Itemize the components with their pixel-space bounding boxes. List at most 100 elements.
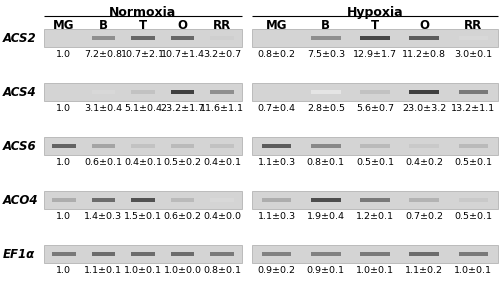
Bar (44, 191, 242, 209)
Text: 10.7±1.4: 10.7±1.4 (160, 50, 204, 59)
Bar (44, 137, 242, 155)
Text: 1.0±0.1: 1.0±0.1 (454, 266, 492, 275)
Bar (44, 245, 242, 263)
Bar (311, 36, 340, 40)
Text: 1.0±0.0: 1.0±0.0 (164, 266, 202, 275)
Bar (360, 36, 390, 40)
Text: 0.6±0.1: 0.6±0.1 (84, 158, 122, 167)
Bar (92, 90, 116, 94)
Text: Hypoxia: Hypoxia (346, 6, 404, 19)
Bar (410, 144, 439, 148)
Text: 0.7±0.4: 0.7±0.4 (258, 104, 296, 113)
Text: 1.1±0.1: 1.1±0.1 (84, 266, 122, 275)
Text: ACO4: ACO4 (3, 194, 38, 206)
Bar (360, 90, 390, 94)
Text: B: B (322, 19, 330, 32)
Bar (170, 252, 194, 256)
Bar (410, 252, 439, 256)
Bar (92, 252, 116, 256)
Bar (262, 252, 292, 256)
Text: 7.2±0.8: 7.2±0.8 (84, 50, 122, 59)
Text: 1.0±0.1: 1.0±0.1 (356, 266, 394, 275)
Bar (252, 191, 498, 209)
Bar (311, 144, 340, 148)
Bar (262, 198, 292, 202)
Text: 1.4±0.3: 1.4±0.3 (84, 212, 122, 221)
Bar (131, 144, 155, 148)
Text: RR: RR (213, 19, 232, 32)
Bar (44, 83, 242, 101)
Text: 0.5±0.2: 0.5±0.2 (164, 158, 202, 167)
Text: 0.9±0.1: 0.9±0.1 (307, 266, 345, 275)
Text: T: T (371, 19, 379, 32)
Bar (458, 252, 488, 256)
Text: 0.5±0.1: 0.5±0.1 (454, 158, 492, 167)
Bar (170, 90, 194, 94)
Text: ACS2: ACS2 (3, 31, 36, 45)
Text: 1.0±0.1: 1.0±0.1 (124, 266, 162, 275)
Bar (360, 144, 390, 148)
Text: 1.1±0.3: 1.1±0.3 (258, 158, 296, 167)
Bar (311, 198, 340, 202)
Bar (92, 36, 116, 40)
Text: 1.0: 1.0 (56, 50, 72, 59)
Bar (52, 252, 76, 256)
Bar (210, 90, 234, 94)
Bar (458, 90, 488, 94)
Bar (44, 29, 242, 47)
Text: ACS4: ACS4 (3, 86, 36, 99)
Text: O: O (419, 19, 429, 32)
Bar (131, 90, 155, 94)
Bar (92, 198, 116, 202)
Bar (52, 144, 76, 148)
Text: 0.8±0.1: 0.8±0.1 (203, 266, 241, 275)
Text: RR: RR (464, 19, 482, 32)
Text: 1.0: 1.0 (56, 266, 72, 275)
Text: 2.8±0.5: 2.8±0.5 (307, 104, 345, 113)
Bar (311, 252, 340, 256)
Bar (410, 36, 439, 40)
Text: Normoxia: Normoxia (110, 6, 176, 19)
Text: 1.0: 1.0 (56, 158, 72, 167)
Text: 1.9±0.4: 1.9±0.4 (307, 212, 345, 221)
Text: 3.1±0.4: 3.1±0.4 (84, 104, 122, 113)
Text: 12.9±1.7: 12.9±1.7 (353, 50, 397, 59)
Text: 1.0: 1.0 (56, 104, 72, 113)
Bar (210, 252, 234, 256)
Text: 0.8±0.2: 0.8±0.2 (258, 50, 296, 59)
Bar (252, 137, 498, 155)
Text: 0.5±0.1: 0.5±0.1 (454, 212, 492, 221)
Bar (458, 144, 488, 148)
Bar (410, 90, 439, 94)
Text: T: T (139, 19, 147, 32)
Bar (252, 83, 498, 101)
Bar (210, 144, 234, 148)
Text: B: B (99, 19, 108, 32)
Bar (131, 198, 155, 202)
Text: EF1α: EF1α (3, 247, 35, 260)
Bar (262, 144, 292, 148)
Text: 0.7±0.2: 0.7±0.2 (405, 212, 443, 221)
Text: 0.9±0.2: 0.9±0.2 (258, 266, 296, 275)
Text: 0.8±0.1: 0.8±0.1 (307, 158, 345, 167)
Bar (360, 252, 390, 256)
Text: O: O (178, 19, 188, 32)
Text: 7.5±0.3: 7.5±0.3 (306, 50, 345, 59)
Text: MG: MG (266, 19, 287, 32)
Bar (170, 144, 194, 148)
Bar (410, 198, 439, 202)
Bar (311, 90, 340, 94)
Text: 11.2±0.8: 11.2±0.8 (402, 50, 446, 59)
Text: 11.6±1.1: 11.6±1.1 (200, 104, 244, 113)
Text: 1.0: 1.0 (56, 212, 72, 221)
Bar (92, 144, 116, 148)
Text: 0.4±0.0: 0.4±0.0 (203, 212, 241, 221)
Bar (170, 198, 194, 202)
Bar (170, 36, 194, 40)
Bar (252, 245, 498, 263)
Text: 0.4±0.1: 0.4±0.1 (203, 158, 241, 167)
Text: 0.6±0.2: 0.6±0.2 (164, 212, 202, 221)
Text: 3.2±0.7: 3.2±0.7 (203, 50, 241, 59)
Bar (210, 198, 234, 202)
Bar (360, 198, 390, 202)
